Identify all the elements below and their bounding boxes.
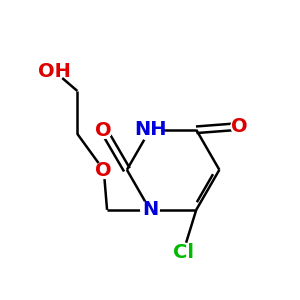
Circle shape (141, 201, 159, 219)
Circle shape (173, 243, 193, 263)
Circle shape (139, 119, 161, 141)
Circle shape (95, 162, 112, 178)
Text: NH: NH (134, 120, 166, 139)
Text: O: O (95, 121, 112, 140)
Circle shape (95, 122, 112, 138)
Text: Cl: Cl (172, 243, 194, 262)
Circle shape (44, 61, 64, 81)
Text: OH: OH (38, 62, 71, 81)
Text: O: O (95, 161, 112, 180)
Text: O: O (231, 117, 247, 136)
Text: N: N (142, 200, 158, 219)
Circle shape (231, 118, 247, 135)
